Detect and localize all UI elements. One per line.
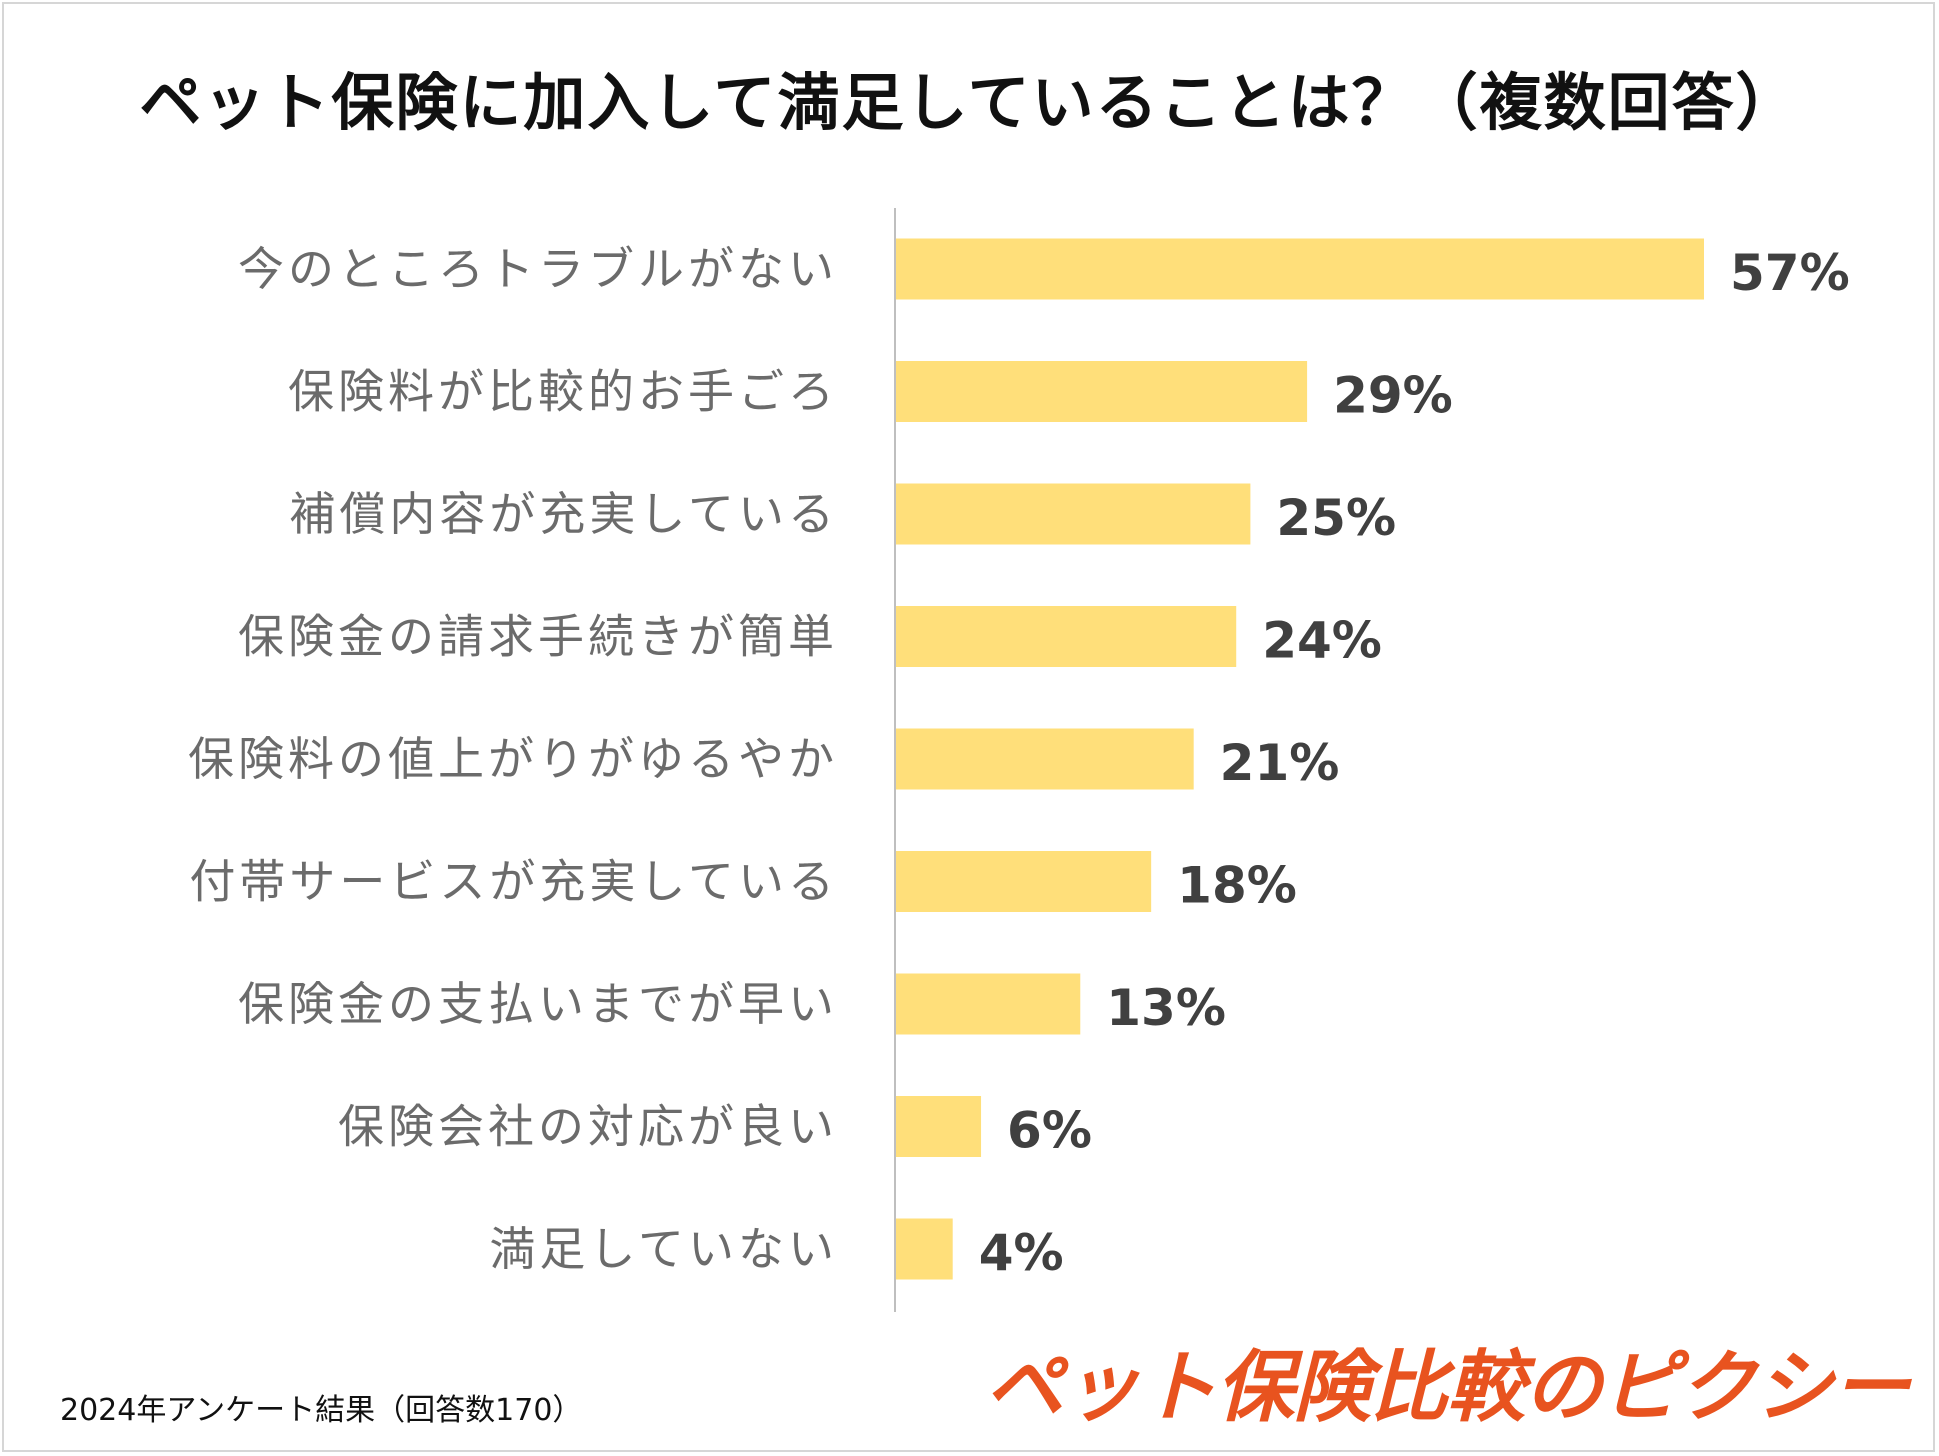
category-label: 満足していない: [489, 1222, 838, 1276]
value-label: 13%: [1106, 979, 1226, 1037]
bar: [896, 606, 1237, 667]
value-label: 57%: [1730, 244, 1850, 302]
category-label: 保険料が比較的お手ごろ: [288, 365, 838, 419]
value-label: 6%: [1007, 1102, 1092, 1160]
bar: [896, 728, 1194, 790]
bar: [896, 973, 1081, 1035]
bar: [896, 361, 1308, 422]
bar: [896, 1218, 953, 1280]
value-label: 25%: [1276, 489, 1396, 547]
chart-title: ペット保険に加入して満足していることは？（複数回答）: [139, 66, 1800, 139]
value-label: 4%: [979, 1224, 1064, 1282]
value-label: 18%: [1177, 857, 1297, 915]
survey-footnote: 2024年アンケート結果（回答数170）: [60, 1393, 583, 1428]
bar: [896, 483, 1251, 545]
brand-logo: ペット保険比較のピクシー: [985, 1343, 1910, 1433]
value-label: 24%: [1262, 612, 1382, 670]
category-label: 保険金の支払いまでが早い: [238, 977, 838, 1031]
bar: [896, 851, 1152, 912]
category-label: 補償内容が充実している: [289, 487, 838, 541]
value-label: 29%: [1333, 367, 1453, 425]
bar: [896, 238, 1704, 300]
category-label: 付帯サービスが充実している: [189, 855, 838, 909]
category-label: 今のところトラブルがない: [238, 242, 838, 296]
category-label: 保険料の値上がりがゆるやか: [188, 732, 838, 786]
value-label: 21%: [1220, 734, 1340, 792]
category-label: 保険金の請求手続きが簡単: [238, 610, 838, 664]
bar: [896, 1096, 982, 1157]
category-label: 保険会社の対応が良い: [338, 1100, 838, 1154]
